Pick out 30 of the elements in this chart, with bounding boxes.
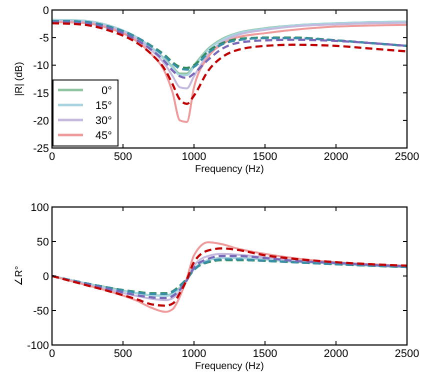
y-tick-label: 0 — [42, 5, 49, 17]
y-tick-label: -10 — [33, 60, 49, 72]
y-tick-label: -15 — [33, 88, 49, 100]
y-axis-title: ∠R° — [14, 266, 25, 286]
x-axis-title: Frequency (Hz) — [195, 361, 264, 372]
x-tick-label: 2000 — [324, 151, 348, 163]
x-tick-label: 2000 — [324, 348, 348, 360]
x-tick-label: 1000 — [182, 151, 206, 163]
legend-label: 45° — [95, 130, 112, 142]
legend-label: 30° — [95, 115, 112, 127]
y-tick-label: -25 — [33, 143, 49, 155]
x-tick-label: 2500 — [394, 348, 420, 360]
y-tick-label: 100 — [30, 202, 49, 214]
x-tick-label: 1000 — [182, 348, 206, 360]
legend-label: 0° — [101, 85, 112, 97]
x-tick-label: 500 — [114, 348, 132, 360]
y-tick-label: 50 — [36, 236, 49, 248]
legend-label: 15° — [95, 100, 112, 112]
x-tick-label: 2500 — [394, 151, 420, 163]
x-tick-label: 500 — [114, 151, 132, 163]
x-axis-title: Frequency (Hz) — [195, 164, 264, 175]
y-tick-label: -20 — [33, 115, 49, 128]
y-axis-title: |R| (dB) — [14, 62, 25, 96]
y-tick-label: -50 — [33, 306, 49, 318]
x-tick-label: 1500 — [252, 348, 278, 360]
x-tick-label: 1500 — [252, 151, 278, 163]
y-tick-label: -5 — [39, 32, 49, 45]
y-tick-label: -100 — [26, 340, 49, 352]
y-tick-label: 0 — [42, 271, 49, 283]
line-series — [52, 247, 407, 307]
